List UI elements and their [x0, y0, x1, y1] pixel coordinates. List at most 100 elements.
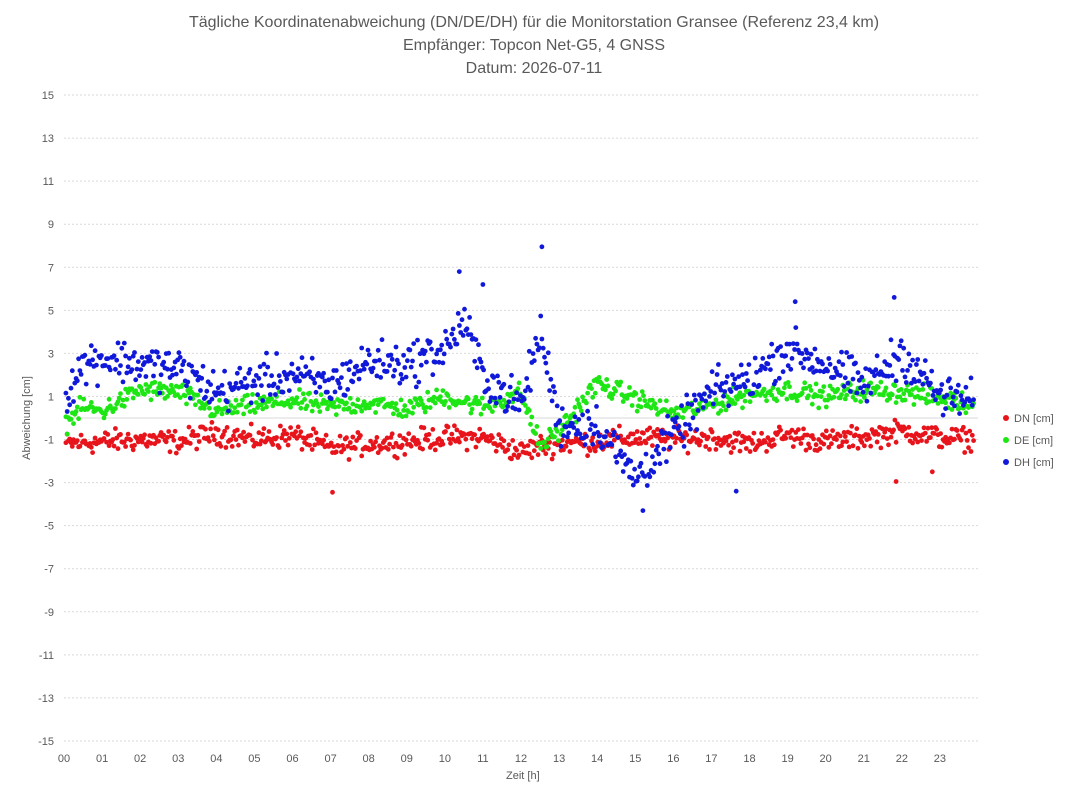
data-point	[853, 360, 858, 366]
data-point	[590, 394, 596, 400]
data-point	[629, 475, 635, 481]
data-point	[411, 435, 417, 441]
legend-entry: DN [cm]	[1014, 413, 1054, 425]
data-point	[559, 406, 565, 411]
data-point	[119, 345, 125, 351]
data-point	[302, 397, 307, 402]
data-point	[468, 410, 474, 416]
data-point	[340, 443, 345, 448]
data-point	[380, 361, 386, 367]
data-point	[510, 438, 516, 443]
data-point	[858, 399, 863, 404]
data-point	[888, 434, 894, 440]
data-point	[294, 395, 300, 400]
data-point	[92, 348, 98, 354]
data-point	[968, 449, 974, 454]
y-tick-label: -1	[44, 435, 54, 447]
data-point	[337, 433, 343, 439]
data-point	[787, 341, 792, 347]
data-point	[511, 396, 517, 402]
data-point	[751, 430, 757, 436]
data-point	[339, 375, 344, 380]
x-tick-label: 13	[553, 753, 565, 765]
data-point	[374, 373, 380, 379]
data-point	[716, 362, 721, 367]
data-point	[269, 373, 274, 379]
data-point	[662, 430, 668, 436]
data-point	[448, 344, 453, 350]
data-point	[207, 438, 212, 444]
data-point	[533, 335, 538, 341]
data-point	[867, 436, 872, 441]
data-point	[808, 351, 814, 357]
legend-marker	[1003, 437, 1009, 443]
data-point	[516, 452, 522, 458]
data-point	[657, 461, 663, 467]
data-point	[881, 434, 886, 440]
data-point	[347, 440, 353, 445]
data-point	[683, 421, 688, 427]
data-point	[774, 398, 780, 404]
data-point	[703, 398, 709, 404]
data-point	[123, 444, 128, 449]
data-point	[686, 422, 692, 428]
data-point	[148, 397, 154, 403]
data-point	[361, 366, 367, 372]
data-point	[284, 431, 290, 437]
data-point	[77, 394, 83, 400]
data-point	[297, 378, 302, 384]
data-point	[615, 435, 621, 440]
data-point	[501, 438, 507, 444]
y-axis-label: Abweichung [cm]	[21, 376, 33, 460]
data-point	[256, 376, 262, 381]
data-point	[929, 425, 935, 431]
data-point	[398, 397, 404, 403]
data-point	[878, 445, 884, 451]
data-point	[573, 431, 579, 437]
data-point	[507, 384, 513, 390]
data-point	[886, 442, 891, 448]
data-point	[948, 390, 954, 396]
data-point	[294, 374, 300, 380]
data-point	[240, 435, 245, 441]
data-point	[168, 382, 174, 388]
data-point	[526, 348, 532, 354]
data-point	[634, 429, 640, 434]
chart-title-line-1: Tägliche Koordinatenabweichung (DN/DE/DH…	[189, 14, 879, 31]
data-point	[440, 360, 446, 366]
data-point	[397, 380, 403, 386]
data-point	[110, 437, 116, 442]
data-point	[68, 385, 74, 391]
data-point	[77, 368, 83, 373]
data-point	[644, 483, 650, 488]
data-point	[485, 434, 490, 439]
data-point	[947, 376, 952, 382]
data-point	[669, 432, 674, 438]
data-point	[957, 405, 962, 411]
data-point	[742, 398, 748, 404]
data-point	[844, 439, 849, 444]
data-point	[247, 409, 253, 414]
data-point	[313, 389, 319, 395]
data-point	[557, 418, 563, 424]
data-point	[769, 341, 775, 347]
data-point	[589, 386, 594, 391]
data-point	[925, 392, 931, 397]
data-point	[274, 435, 279, 440]
data-point	[270, 442, 276, 447]
grid-lines	[64, 94, 978, 742]
data-point	[434, 351, 439, 357]
data-point	[285, 442, 291, 448]
data-point	[935, 401, 941, 406]
data-point	[949, 426, 955, 432]
data-point	[707, 447, 712, 452]
data-point	[613, 388, 618, 394]
data-point	[538, 313, 544, 319]
data-point	[776, 375, 782, 381]
data-point	[674, 405, 679, 411]
data-point	[161, 432, 167, 438]
data-point	[789, 356, 795, 361]
y-tick-label: 1	[48, 391, 54, 403]
data-point	[157, 381, 163, 387]
data-point	[709, 369, 715, 375]
